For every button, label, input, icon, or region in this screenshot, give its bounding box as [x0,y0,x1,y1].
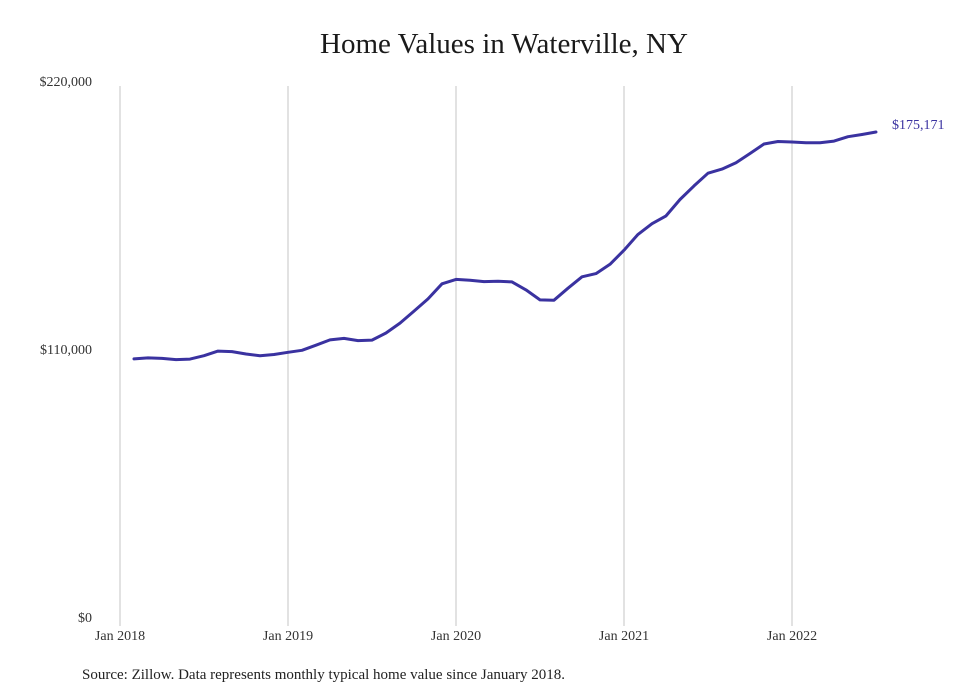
chart-title: Home Values in Waterville, NY [320,28,688,60]
data-point [132,357,136,361]
data-point [454,278,458,281]
data-point [510,280,514,284]
series-layer: $175,171 [132,118,945,362]
data-point [342,337,346,340]
data-point [790,140,794,144]
data-point [748,152,752,155]
data-point [356,339,360,342]
end-value-label: $175,171 [892,118,945,133]
x-tick-label: Jan 2019 [263,629,313,644]
data-point [188,357,192,361]
data-point [328,338,332,342]
data-point [706,172,710,175]
data-point [314,344,318,347]
data-point [202,354,206,357]
data-point [524,288,528,292]
data-point [622,249,626,252]
gridlines [119,86,793,626]
x-tick-label: Jan 2018 [95,629,145,644]
data-point [818,141,822,144]
series-line [132,130,878,362]
data-point [846,135,850,138]
x-tick-label: Jan 2020 [431,629,481,644]
data-point [678,198,682,201]
data-point [580,275,584,278]
data-point [440,282,444,285]
y-tick-label: $220,000 [40,75,93,90]
x-tick-label: Jan 2022 [767,629,817,644]
data-point [146,356,150,360]
data-point [496,280,500,283]
data-point [860,133,864,136]
y-axis: $0 $110,000 $220,000 [40,75,93,626]
x-tick-label: Jan 2021 [599,629,649,644]
data-point [552,299,556,302]
data-point [160,357,164,360]
data-point [174,358,178,361]
data-point [300,349,304,352]
data-point [244,352,248,356]
y-tick-label: $110,000 [40,343,92,358]
data-point [384,331,388,335]
data-point [594,272,598,275]
x-axis: Jan 2018 Jan 2019 Jan 2020 Jan 2021 Jan 2022 [95,629,817,644]
data-point [426,297,430,301]
data-point [874,130,878,134]
data-point [762,142,766,146]
data-point [804,141,808,144]
data-point [608,263,612,266]
data-point [482,280,486,283]
data-point [664,214,668,218]
data-point [230,350,234,353]
data-point [538,298,542,302]
data-point [734,161,738,164]
data-point [832,139,836,143]
data-point [636,233,640,236]
data-point [650,222,654,225]
data-point [286,351,290,354]
data-point [412,309,416,313]
data-point [566,287,570,290]
data-point [216,349,220,353]
source-note: Source: Zillow. Data represents monthly … [82,667,566,683]
data-point [776,140,780,143]
data-point [720,167,724,171]
data-point [272,353,276,356]
data-point [370,338,374,342]
y-tick-label: $0 [78,611,92,626]
data-point [398,321,402,325]
data-point [468,279,472,282]
data-point [692,184,696,188]
data-point [258,354,262,357]
